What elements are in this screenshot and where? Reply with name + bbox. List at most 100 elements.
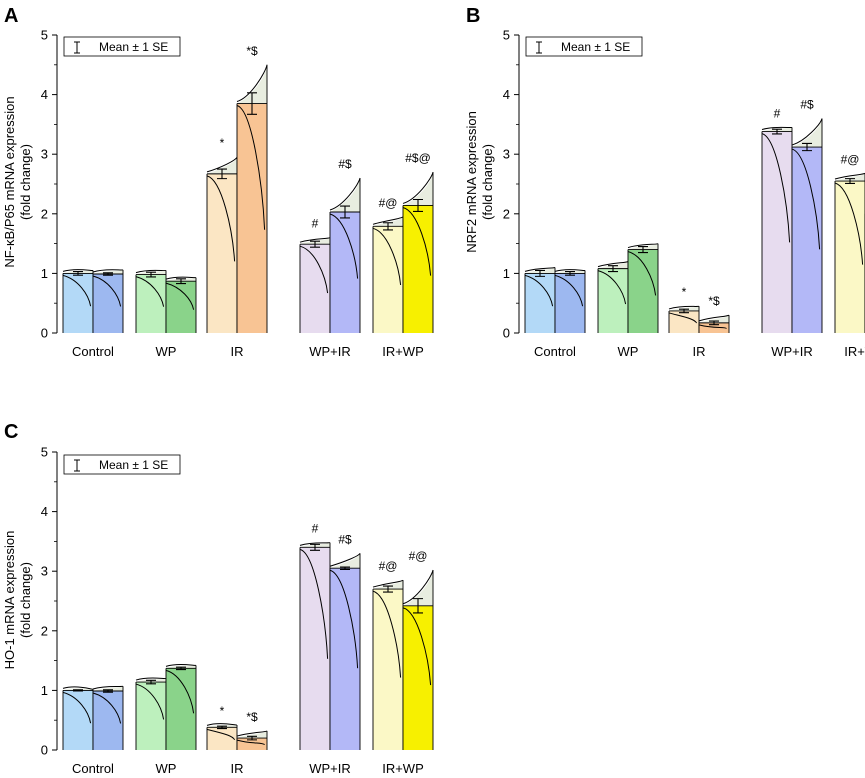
- bar: [93, 273, 123, 333]
- y-tick-label: 3: [41, 564, 48, 579]
- significance-label: #@: [841, 152, 860, 166]
- significance-label: *$: [246, 710, 258, 724]
- panel-c-letter: C: [4, 421, 18, 443]
- violin-fill: [93, 686, 123, 691]
- violin-fill: [93, 269, 123, 274]
- density-curve: [698, 314, 730, 329]
- bar: [300, 547, 330, 750]
- bar: [762, 131, 792, 333]
- group-wp: WP: [135, 269, 197, 359]
- significance-label: *$: [246, 44, 258, 58]
- bar: [237, 103, 267, 333]
- y-tick-label: 2: [503, 206, 510, 221]
- violin-fill: [373, 216, 403, 227]
- group-control: Control: [62, 268, 124, 359]
- error-bar: [103, 272, 113, 276]
- errorbar-legend-icon: [74, 41, 80, 54]
- error-bar: [709, 320, 719, 326]
- y-tick-label: 3: [41, 147, 48, 162]
- density-curve: [402, 569, 434, 686]
- error-bar: [535, 269, 545, 277]
- y-tick-label: 4: [503, 87, 510, 102]
- group-ir-wp: #@#$@IR+WP: [372, 151, 434, 359]
- error-bar: [217, 725, 227, 730]
- bar: [525, 273, 555, 333]
- group-control: Control: [62, 685, 124, 776]
- error-bar: [413, 198, 423, 212]
- density-curve: [299, 542, 331, 659]
- bar: [699, 322, 729, 333]
- x-tick-label: IR+WP: [382, 761, 424, 776]
- error-bar: [772, 128, 782, 135]
- error-bar: [845, 178, 855, 184]
- group-wp: WP: [597, 243, 659, 359]
- legend-label: Mean ± 1 SE: [99, 458, 168, 472]
- panel-a: A NF-κB/P65 mRNA expression (fold change…: [2, 5, 434, 359]
- y-tick-label: 1: [41, 683, 48, 698]
- density-curve: [372, 579, 404, 678]
- bar: [63, 690, 93, 750]
- violin-fill: [403, 172, 433, 206]
- density-curve: [554, 268, 586, 307]
- group-ir-wp: #@#$@IR+WP: [834, 152, 865, 359]
- violin-fill: [330, 178, 360, 213]
- bar: [792, 147, 822, 333]
- panel-a-legend: Mean ± 1 SE: [63, 36, 181, 57]
- bar: [330, 212, 360, 333]
- bar: [136, 274, 166, 333]
- x-tick-label: IR: [231, 761, 244, 776]
- density-curve: [92, 685, 124, 724]
- violin-fill: [237, 64, 267, 104]
- significance-label: #@: [379, 196, 398, 210]
- violin-fill: [207, 157, 237, 174]
- group-control: Control: [524, 266, 586, 359]
- violin-fill: [403, 570, 433, 606]
- y-tick-label: 0: [503, 326, 510, 341]
- error-bar: [247, 92, 257, 115]
- density-curve: [206, 723, 238, 741]
- group-ir: * *$ IR: [668, 285, 730, 359]
- error-bar: [103, 689, 113, 693]
- panel-c-ylabel-line2: (fold change): [18, 562, 33, 638]
- x-tick-label: IR+WP: [382, 344, 424, 359]
- error-bar: [146, 271, 156, 278]
- violin-fill: [792, 118, 822, 148]
- errorbar-legend-icon: [74, 459, 80, 472]
- density-curve: [402, 171, 434, 276]
- bar: [166, 281, 196, 333]
- x-tick-label: Control: [72, 761, 114, 776]
- legend-box: [63, 454, 181, 475]
- density-curve: [236, 730, 268, 746]
- significance-label: #$: [338, 532, 352, 546]
- density-curve: [62, 686, 94, 724]
- x-tick-label: IR: [693, 344, 706, 359]
- bar: [166, 668, 196, 750]
- error-bar: [176, 278, 186, 285]
- error-bar: [73, 689, 83, 692]
- violin-fill: [330, 553, 360, 569]
- x-tick-label: Control: [72, 344, 114, 359]
- density-curve: [206, 156, 238, 262]
- x-tick-label: WP: [156, 344, 177, 359]
- panel-a-ylabel-line2: (fold change): [18, 144, 33, 220]
- x-tick-label: IR+WP: [844, 344, 865, 359]
- y-tick-label: 1: [503, 266, 510, 281]
- violin-fill: [669, 306, 699, 311]
- bar: [669, 310, 699, 333]
- density-curve: [329, 177, 361, 279]
- density-curve: [299, 237, 331, 294]
- density-curve: [761, 126, 793, 243]
- y-tick-label: 4: [41, 504, 48, 519]
- significance-label: #$: [338, 157, 352, 171]
- significance-label: #@: [379, 559, 398, 573]
- bar: [835, 181, 865, 333]
- density-curve: [135, 677, 167, 720]
- bar: [207, 727, 237, 750]
- error-bar: [310, 240, 320, 248]
- significance-label: #: [774, 106, 781, 120]
- bar: [136, 682, 166, 750]
- group-ir-wp: #@ #@ IR+WP: [372, 549, 434, 776]
- error-bar: [176, 666, 186, 671]
- panel-c-legend: Mean ± 1 SE: [63, 454, 181, 475]
- violin-fill: [699, 315, 729, 323]
